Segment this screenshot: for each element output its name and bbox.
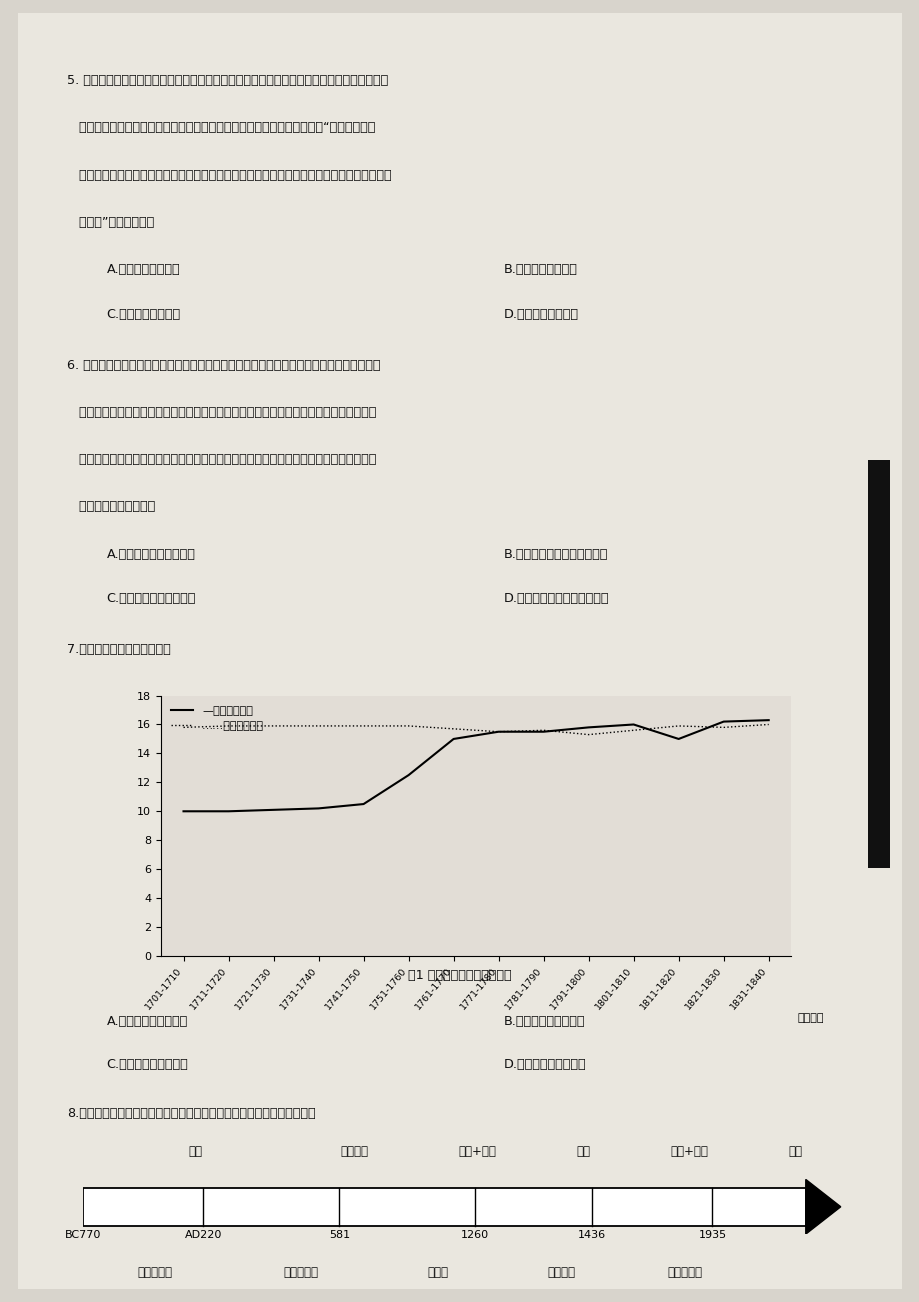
Text: （年代）: （年代） — [797, 1013, 823, 1023]
Text: 明清、民初: 明清、民初 — [667, 1266, 702, 1279]
Text: 孙无忧入宫议事。长孙无忧忘记解下身上的佩刀，径直而入。在当时，臣子携带兵器入宫: 孙无忧入宫议事。长孙无忧忘记解下身上的佩刀，径直而入。在当时，臣子携带兵器入宫 — [67, 406, 376, 419]
Text: 8.某同学对下面的示意图进行分析后，得出了以下结论。其中最合理的是: 8.某同学对下面的示意图进行分析后，得出了以下结论。其中最合理的是 — [67, 1107, 315, 1120]
Text: AD220: AD220 — [185, 1230, 221, 1240]
Text: 纸币: 纸币 — [576, 1144, 590, 1157]
Text: 图1 清代中国、欧洲金銀比价: 图1 清代中国、欧洲金銀比价 — [408, 969, 511, 982]
Polygon shape — [805, 1180, 840, 1234]
Text: 纸币: 纸币 — [788, 1144, 801, 1157]
Bar — [83, 1187, 805, 1226]
Text: 1436: 1436 — [577, 1230, 606, 1240]
Text: 无敬。”这一规定旨在: 无敬。”这一规定旨在 — [67, 216, 154, 229]
Text: 元、明初: 元、明初 — [547, 1266, 575, 1279]
Text: 白銀+铸币: 白銀+铸币 — [670, 1144, 708, 1157]
Text: 二千石的九卿。司隶校尉在朝廷中与公卿们相处的时候，有明确的规定：“司隶校尉諳台: 二千石的九卿。司隶校尉在朝廷中与公卿们相处的时候，有明确的规定：“司隶校尉諳台 — [67, 121, 375, 134]
Text: B.清朝税制改革的背景: B.清朝税制改革的背景 — [504, 1014, 585, 1027]
Text: C.情理成为断案主要依据: C.情理成为断案主要依据 — [107, 592, 196, 605]
Text: A.中国外贸入超的影响: A.中国外贸入超的影响 — [107, 1014, 187, 1027]
Text: BC770: BC770 — [64, 1230, 101, 1240]
Bar — [868, 460, 890, 868]
Legend: —中国金銀比价, ……欧洲金銀比价: —中国金銀比价, ……欧洲金銀比价 — [166, 700, 268, 736]
Text: D.加强对官员的监督: D.加强对官员的监督 — [504, 307, 579, 320]
Text: 铸币: 铸币 — [187, 1144, 202, 1157]
Text: A.儒学渗透至族规家训中: A.儒学渗透至族规家训中 — [107, 548, 196, 561]
Text: A.限制三公九卿特权: A.限制三公九卿特权 — [107, 263, 180, 276]
Text: C.规范朝廷延议礼仪: C.规范朝廷延议礼仪 — [107, 307, 181, 320]
Text: 魏晋南北朝: 魏晋南北朝 — [283, 1266, 318, 1279]
Text: 1935: 1935 — [698, 1230, 726, 1240]
FancyBboxPatch shape — [18, 13, 901, 1289]
Text: 7.下图中的信息可以用来说明: 7.下图中的信息可以用来说明 — [67, 643, 171, 656]
Text: B.礼法结合是判案的一个特点: B.礼法结合是判案的一个特点 — [504, 548, 607, 561]
Text: C.白銀流入中国的原因: C.白銀流入中国的原因 — [107, 1059, 188, 1072]
Text: 罪。这一事件主要说明: 罪。这一事件主要说明 — [67, 500, 155, 513]
Text: B.提高司隶校尉地位: B.提高司隶校尉地位 — [504, 263, 577, 276]
Text: 6. 长孙无忧是唐太宗的大舰哥，长期跟随太宗南征北战，战功卓著。贞观元年，唐太宗召长: 6. 长孙无忧是唐太宗的大舰哥，长期跟随太宗南征北战，战功卓著。贞观元年，唐太宗… — [67, 359, 380, 372]
Text: 廷议，处九卿上，朝贺处九卿下，陌卿上。初除，貒大将军、三公，通谒持板插。公议、朝贺: 廷议，处九卿上，朝贺处九卿下，陌卿上。初除，貒大将军、三公，通谒持板插。公议、朝… — [67, 169, 391, 182]
Text: 先秦至两汉: 先秦至两汉 — [138, 1266, 173, 1279]
Text: D.立法执法合一是唐律的特色: D.立法执法合一是唐律的特色 — [504, 592, 609, 605]
Text: 隙唐宋: 隙唐宋 — [427, 1266, 448, 1279]
Text: 581: 581 — [328, 1230, 349, 1240]
Text: 5. 东汉时，司隶校尉常常勒奏三公等尊官，故为百僚所畲惮，官秩是比二千石，论官级低于中: 5. 东汉时，司隶校尉常常勒奏三公等尊官，故为百僚所畲惮，官秩是比二千石，论官级… — [67, 74, 388, 87]
Text: 实物货币: 实物货币 — [340, 1144, 368, 1157]
Text: D.清朝封建经济的繁荣: D.清朝封建经济的繁荣 — [504, 1059, 586, 1072]
Text: 铸币+纸币: 铸币+纸币 — [459, 1144, 496, 1157]
Text: 1260: 1260 — [460, 1230, 489, 1240]
Text: 禁，按律当斩，太宗感到非常棘手。经群臣广议，唐太宗免去了长孙无忧与守门校尉的死: 禁，按律当斩，太宗感到非常棘手。经群臣广议，唐太宗免去了长孙无忧与守门校尉的死 — [67, 453, 376, 466]
